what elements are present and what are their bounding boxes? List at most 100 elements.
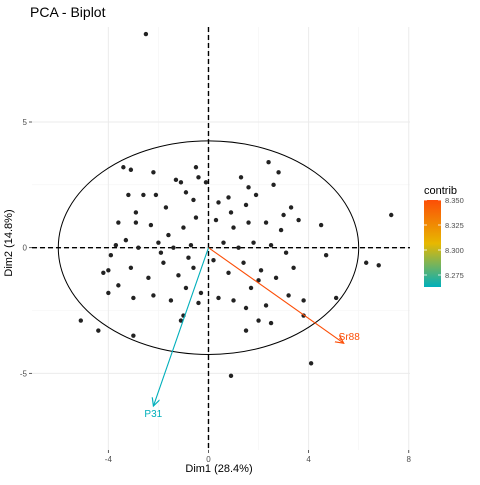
data-point [126, 192, 131, 198]
points [78, 31, 394, 379]
data-point [106, 290, 111, 296]
legend-title: contrib [424, 185, 457, 197]
data-point [231, 298, 236, 303]
data-point [301, 298, 306, 303]
data-point [128, 265, 134, 270]
x-axis-label: Dim1 (28.4%) [185, 463, 252, 475]
data-point [213, 217, 219, 223]
data-point [193, 215, 199, 220]
y-axis-label: Dim2 (14.8%) [3, 209, 15, 276]
data-point [196, 300, 201, 306]
data-point [151, 293, 156, 298]
data-point [166, 232, 171, 238]
data-point [193, 165, 199, 170]
data-point [133, 210, 139, 215]
data-point [101, 270, 106, 276]
arrow-sr88 [208, 247, 343, 344]
data-point [211, 258, 216, 263]
x-tick-label: 4 [306, 455, 311, 464]
data-point [153, 192, 159, 198]
data-point [296, 217, 301, 223]
data-point [176, 273, 181, 278]
data-point [253, 192, 259, 198]
data-point [288, 205, 294, 210]
data-point [148, 222, 154, 228]
data-point [191, 197, 196, 203]
data-point [266, 160, 271, 165]
data-point [231, 225, 236, 230]
data-point [243, 328, 249, 333]
data-point [246, 185, 251, 190]
legend: contrib 8.350 8.325 8.300 8.275 [424, 185, 464, 287]
data-point [228, 373, 234, 379]
confidence-ellipse [57, 140, 360, 355]
data-point [318, 222, 324, 228]
data-point [203, 180, 209, 185]
data-point [263, 303, 269, 308]
data-point [113, 242, 119, 248]
data-point [183, 285, 189, 291]
data-point [178, 180, 184, 185]
data-point [136, 245, 141, 250]
x-tick-label: 8 [407, 455, 412, 464]
data-point [116, 220, 121, 225]
data-point [183, 190, 189, 195]
data-point [171, 245, 176, 250]
data-point [198, 290, 204, 296]
data-point [178, 318, 184, 323]
data-point [106, 268, 111, 273]
data-point [291, 265, 296, 270]
data-point [271, 182, 276, 188]
ellipse [57, 140, 360, 355]
data-point [286, 293, 291, 298]
data-point [123, 237, 129, 243]
x-tick-label: 0 [206, 455, 211, 464]
data-point [251, 240, 256, 245]
arrow-label-p31: P31 [144, 409, 162, 420]
data-point [228, 210, 234, 215]
data-point [258, 268, 264, 273]
data-point [131, 295, 136, 301]
data-point [256, 318, 261, 323]
data-point [143, 31, 149, 37]
data-point [238, 175, 244, 180]
variable-arrows: Sr88 P31 [144, 247, 360, 420]
data-point [276, 170, 281, 175]
data-point [363, 260, 369, 265]
data-point [161, 260, 166, 265]
data-point [163, 205, 169, 210]
legend-tick-label: 8.275 [445, 271, 464, 280]
data-point [181, 225, 186, 230]
data-point [191, 265, 196, 270]
data-point [376, 263, 381, 268]
data-point [128, 167, 134, 172]
data-point [168, 298, 174, 303]
data-point [78, 318, 84, 323]
data-point [151, 170, 156, 175]
legend-tick-label: 8.300 [445, 246, 464, 255]
legend-colorbar [424, 200, 441, 287]
data-point [158, 250, 164, 255]
data-point [333, 295, 339, 301]
data-point [268, 320, 274, 326]
data-point [196, 175, 201, 180]
data-point [241, 260, 246, 265]
data-point [281, 212, 286, 218]
data-point [156, 240, 161, 245]
data-point [256, 278, 261, 283]
x-tick-label: -4 [105, 455, 113, 464]
data-point [308, 361, 314, 366]
data-point [248, 285, 254, 291]
chart-title: PCA - Biplot [30, 4, 106, 20]
data-point [323, 253, 329, 258]
data-point [131, 333, 136, 338]
data-point [116, 283, 121, 288]
data-point [226, 195, 231, 200]
y-tick-label: 5 [23, 118, 28, 127]
data-point [278, 227, 284, 233]
legend-tick-label: 8.325 [445, 221, 464, 230]
data-point [186, 255, 191, 260]
data-point [273, 275, 279, 281]
